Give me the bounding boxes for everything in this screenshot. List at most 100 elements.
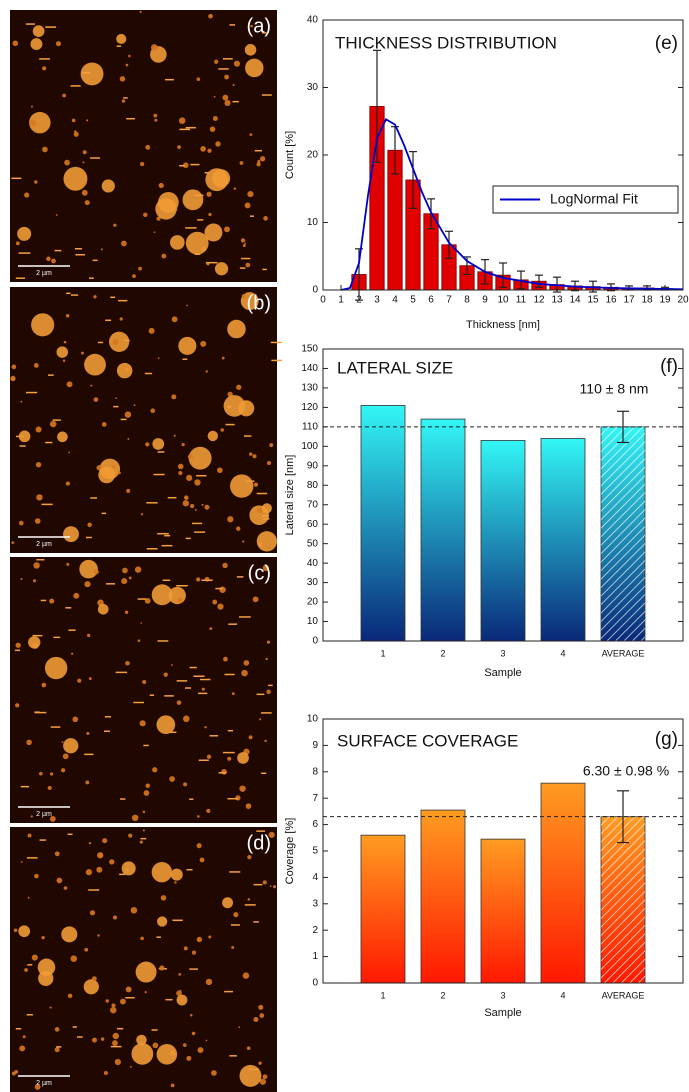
particle (41, 682, 47, 688)
particle (224, 99, 231, 106)
x-axis-label: Thickness [nm] (466, 319, 540, 331)
particle (112, 1040, 118, 1046)
particle (214, 262, 229, 276)
particle (238, 400, 255, 417)
particle (164, 534, 171, 537)
error-bar (535, 274, 543, 288)
bar (540, 438, 586, 642)
particle (157, 451, 165, 453)
particle (13, 928, 18, 933)
afm-image (10, 287, 282, 553)
particle (207, 148, 212, 153)
particle (45, 26, 56, 28)
particle (71, 652, 74, 655)
particle (227, 797, 238, 800)
particle (18, 430, 31, 443)
particle (182, 358, 188, 360)
scale-label: 2 µm (36, 811, 52, 818)
particle (205, 370, 208, 373)
particle (227, 516, 234, 523)
particle (145, 783, 150, 788)
particle (212, 169, 231, 188)
particle (262, 268, 267, 271)
particle (261, 712, 272, 714)
y-axis-label: Coverage [%] (284, 818, 296, 885)
particle (113, 340, 118, 346)
particle (265, 657, 268, 661)
particle (189, 1013, 193, 1017)
particle (183, 782, 188, 787)
x-tick-label: 5 (410, 295, 416, 306)
particle (161, 544, 173, 547)
particle (244, 202, 251, 209)
particle (130, 907, 138, 914)
particle (83, 979, 99, 995)
particle (242, 972, 250, 979)
particle (140, 513, 144, 516)
x-tick-label: 19 (659, 295, 671, 306)
particle (55, 41, 61, 47)
particle (112, 465, 115, 469)
particle (109, 331, 130, 352)
x-tick-label: 8 (464, 295, 470, 306)
particle (235, 795, 241, 801)
particle (209, 126, 216, 132)
particle (64, 159, 70, 166)
particle (178, 470, 183, 476)
particle (179, 165, 185, 167)
panel-label: (g) (655, 729, 678, 750)
particle (33, 363, 39, 368)
particle (224, 226, 230, 233)
particle (213, 95, 216, 98)
particle (247, 898, 251, 901)
particle (227, 405, 232, 408)
particle (86, 119, 89, 122)
particle (222, 58, 233, 60)
particle (125, 997, 135, 999)
particle (110, 1006, 117, 1014)
particle (125, 660, 130, 666)
particle (189, 968, 198, 970)
particle (35, 426, 42, 433)
particle (233, 912, 239, 918)
particle (144, 372, 153, 375)
particle (244, 242, 247, 245)
y-tick-label: 1 (312, 951, 318, 962)
particle (113, 223, 117, 227)
particle (238, 1026, 241, 1028)
particle (169, 776, 175, 782)
particle (157, 640, 169, 642)
particle (217, 603, 224, 610)
particle (201, 687, 205, 691)
particle (196, 474, 207, 477)
particle (218, 772, 226, 774)
particle (244, 904, 256, 906)
particle (79, 559, 98, 579)
particle (160, 895, 167, 901)
panel-label: (f) (660, 356, 678, 377)
particle (124, 339, 130, 342)
particle (34, 180, 38, 184)
particle (177, 145, 181, 149)
particle (68, 629, 76, 631)
particle (57, 431, 68, 443)
particle (105, 319, 112, 322)
particle (88, 841, 92, 845)
x-tick-label: 4 (560, 648, 565, 658)
x-tick-label: 13 (551, 295, 563, 306)
particle (49, 420, 57, 428)
particle (201, 579, 213, 582)
particle (229, 871, 241, 873)
particle (77, 1036, 83, 1038)
particle (205, 978, 213, 986)
particle (71, 118, 76, 123)
particle (152, 438, 165, 450)
particle (30, 815, 33, 818)
particle (264, 739, 267, 743)
particle (177, 597, 183, 603)
particle (15, 642, 21, 648)
y-tick-label: 120 (301, 402, 318, 413)
particle (31, 954, 38, 961)
particle (242, 540, 245, 543)
particle (28, 636, 41, 649)
